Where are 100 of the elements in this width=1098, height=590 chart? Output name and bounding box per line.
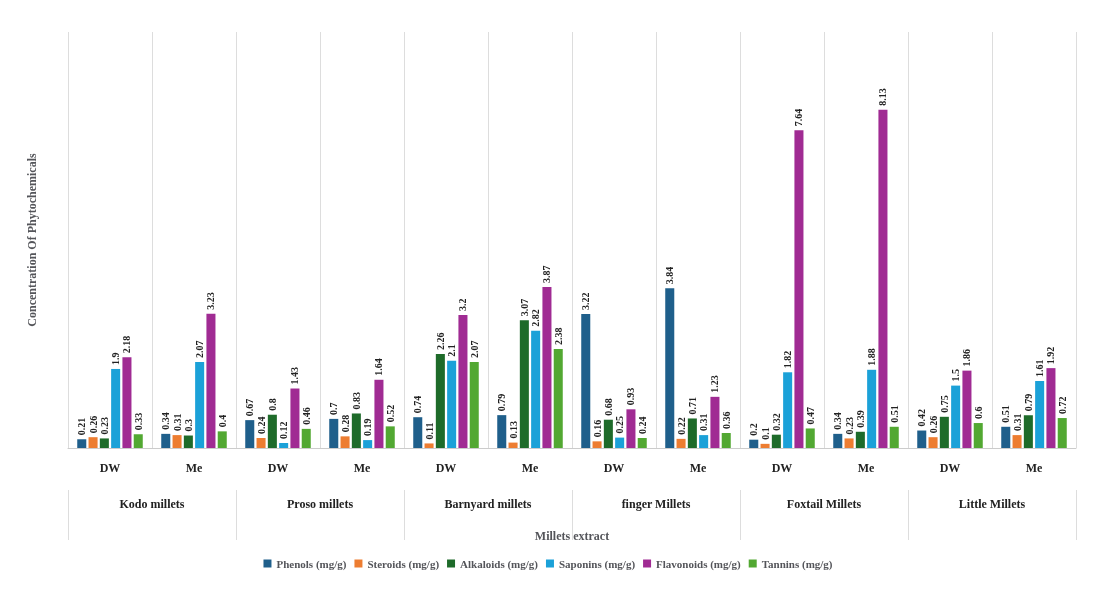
x-tick-label: DW <box>435 461 457 475</box>
bar <box>1057 418 1067 448</box>
bar <box>626 409 636 448</box>
bar <box>363 440 373 448</box>
data-label: 0.25 <box>614 416 626 434</box>
data-label: 0.4 <box>216 414 228 428</box>
bar <box>553 348 563 448</box>
data-label: 2.26 <box>434 332 446 350</box>
bar <box>603 419 613 448</box>
bar <box>855 431 865 448</box>
x-tick-label: Me <box>185 461 203 475</box>
bar <box>917 430 927 448</box>
bar <box>374 379 384 448</box>
data-label: 0.42 <box>916 409 928 427</box>
bar <box>1001 426 1011 448</box>
data-label: 3.87 <box>541 265 553 284</box>
data-label: 0.34 <box>832 412 844 430</box>
bar <box>710 396 720 448</box>
bar <box>771 434 781 448</box>
data-label: 0.3 <box>182 419 194 432</box>
bar <box>1035 381 1045 448</box>
data-label: 0.23 <box>98 416 110 435</box>
data-label: 3.2 <box>457 298 469 311</box>
data-label: 0.31 <box>698 413 710 432</box>
data-label: 0.36 <box>720 411 732 430</box>
legend-label: Alkaloids (mg/g) <box>460 557 539 571</box>
data-label: 1.64 <box>373 358 385 376</box>
data-label: 3.22 <box>580 292 592 311</box>
data-label: 3.07 <box>518 298 530 317</box>
bar <box>385 426 395 448</box>
x-tick-label: Me <box>689 461 707 475</box>
data-label: 0.31 <box>171 413 183 432</box>
bar <box>721 433 731 448</box>
data-label: 0.13 <box>507 421 519 439</box>
bar <box>195 361 205 448</box>
legend-label: Phenols (mg/g) <box>276 557 347 571</box>
x-tick-label: DW <box>603 461 625 475</box>
bar <box>497 415 507 448</box>
data-label: 0.7 <box>328 402 340 415</box>
bar <box>183 435 193 448</box>
bar <box>676 438 686 448</box>
bar <box>844 438 854 448</box>
x-tick-label: Me <box>353 461 371 475</box>
x-tick-label: DW <box>267 461 289 475</box>
legend-label: Tannins (mg/g) <box>761 557 833 571</box>
bar <box>206 313 216 448</box>
bar <box>805 428 815 448</box>
bar <box>111 368 121 448</box>
data-label: 0.6 <box>972 406 984 420</box>
data-label: 0.67 <box>244 398 256 417</box>
data-label: 0.2 <box>748 423 760 436</box>
data-label: 7.64 <box>793 108 805 127</box>
text: Kodo millets <box>119 497 185 511</box>
bar <box>172 435 182 448</box>
data-label: 0.31 <box>1011 413 1023 432</box>
data-label: 0.24 <box>636 416 648 435</box>
bar <box>1046 368 1056 448</box>
bar <box>245 420 255 448</box>
data-label: 1.61 <box>1034 359 1046 378</box>
bar <box>749 439 759 448</box>
bar <box>531 330 541 448</box>
bar <box>581 314 591 448</box>
data-label: 0.52 <box>384 404 396 423</box>
data-label: 0.79 <box>1022 393 1034 412</box>
data-label: 0.16 <box>591 419 603 438</box>
data-label: 0.68 <box>602 398 614 416</box>
data-label: 0.51 <box>888 405 900 423</box>
data-label: 0.34 <box>160 412 172 430</box>
data-label: 0.1 <box>759 427 771 440</box>
data-label: 0.79 <box>496 393 508 412</box>
bar <box>329 418 339 448</box>
data-label: 1.86 <box>961 349 973 367</box>
bar <box>301 428 311 448</box>
bar <box>592 441 602 448</box>
bar <box>267 414 277 448</box>
data-label: 0.21 <box>76 417 88 436</box>
x-tick-label: Me <box>857 461 875 475</box>
bar <box>760 443 770 448</box>
text: Little Millets <box>958 497 1026 511</box>
bar <box>794 130 804 448</box>
bar <box>122 357 132 448</box>
x-tick-label: DW <box>939 461 961 475</box>
bar <box>88 437 98 448</box>
data-label: 0.47 <box>804 406 816 425</box>
bar <box>542 287 552 448</box>
data-label: 0.26 <box>927 415 939 434</box>
data-label: 3.23 <box>205 292 217 310</box>
data-label: 1.92 <box>1045 346 1057 365</box>
x-tick-label: Me <box>1025 461 1043 475</box>
data-label: 1.43 <box>289 367 301 385</box>
data-label: 0.28 <box>339 414 351 433</box>
bar <box>699 435 709 448</box>
data-label: 0.12 <box>278 421 290 440</box>
bar <box>833 433 843 448</box>
bar <box>424 443 434 448</box>
bar <box>133 434 143 448</box>
bar <box>962 370 972 448</box>
x-tick-label: DW <box>99 461 121 475</box>
bar <box>340 436 350 448</box>
data-label: 2.1 <box>446 344 458 357</box>
